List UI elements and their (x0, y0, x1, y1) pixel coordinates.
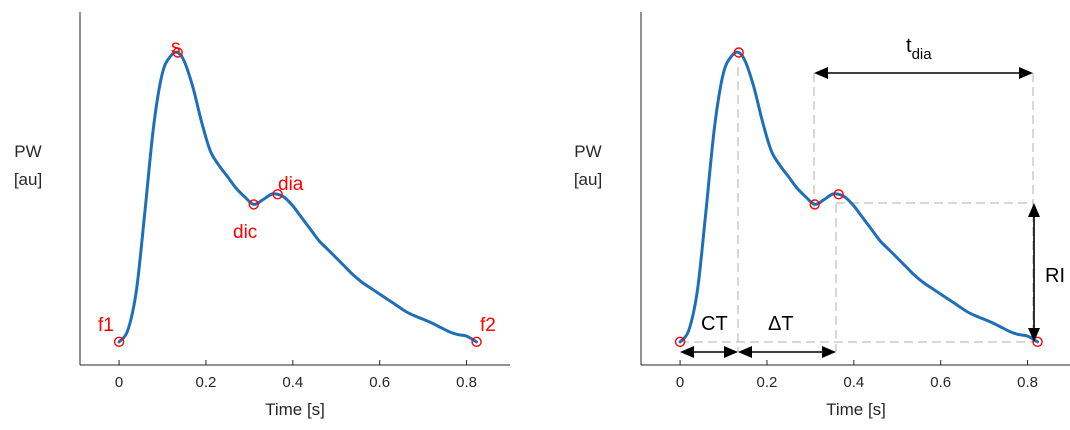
annotation-arrows (680, 67, 1040, 358)
ri-arrow (1028, 203, 1040, 342)
right-panel: 0 0.2 0.4 0.6 0.8 Time [s] PW [au] (574, 12, 1070, 419)
label-dia: dia (278, 174, 304, 195)
marker-dic (809, 199, 820, 210)
x-tick-label: 0.6 (930, 374, 951, 391)
left-y-label-line1: PW (14, 142, 41, 161)
left-x-ticks: 0 0.2 0.4 0.6 0.8 (115, 360, 477, 391)
right-fiducial-markers (674, 47, 1043, 348)
ct-arrow (680, 346, 738, 358)
x-tick-label: 0.8 (1017, 374, 1038, 391)
marker-f1 (674, 336, 686, 348)
label-f2: f2 (480, 315, 496, 336)
right-x-ticks: 0 0.2 0.4 0.6 0.8 (676, 360, 1038, 391)
x-tick-label: 0.4 (282, 374, 303, 391)
x-tick-label: 0.6 (369, 374, 390, 391)
left-waveform-line (117, 50, 479, 344)
right-waveform-line (678, 50, 1040, 344)
left-x-axis-title: Time [s] (265, 400, 325, 419)
marker-dia (833, 189, 844, 200)
x-tick-label: 0.8 (456, 374, 477, 391)
right-y-label-line1: PW (574, 142, 601, 161)
marker-dia (272, 189, 283, 200)
left-fiducial-markers (113, 47, 482, 348)
t-dia-arrow (814, 67, 1033, 79)
label-f1: f1 (98, 315, 114, 336)
ct-label: CT (701, 313, 728, 335)
ri-label: RI (1045, 265, 1065, 287)
right-x-axis-title: Time [s] (826, 400, 886, 419)
t-dia-label: tdia (906, 35, 932, 63)
label-dic: dic (233, 222, 257, 243)
left-y-label-line2: [au] (14, 170, 42, 189)
left-panel: 0 0.2 0.4 0.6 0.8 Time [s] PW [au] f1 s dic … (14, 12, 510, 419)
delta-t-arrow (738, 346, 836, 358)
x-tick-label: 0 (676, 374, 684, 391)
marker-s (733, 47, 744, 58)
marker-f2 (471, 336, 482, 348)
marker-f2 (1032, 336, 1043, 348)
delta-t-label: ΔT (768, 313, 794, 335)
t-dia-main: t (906, 35, 912, 57)
marker-s (172, 47, 183, 58)
t-dia-subscript: dia (912, 46, 933, 63)
x-tick-label: 0.4 (843, 374, 864, 391)
marker-dic (248, 199, 259, 210)
right-y-label-line2: [au] (574, 170, 602, 189)
label-s: s (171, 37, 181, 58)
x-tick-label: 0.2 (757, 374, 778, 391)
marker-f1 (113, 336, 125, 348)
x-tick-label: 0.2 (196, 374, 217, 391)
x-tick-label: 0 (115, 374, 123, 391)
